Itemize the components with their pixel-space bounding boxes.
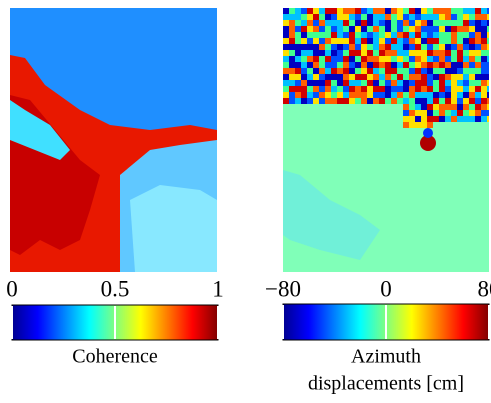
colorbar-label: Coherence [72,346,158,368]
colorbar-tick-label: 0 [380,276,392,301]
colorbar-tick-label: 0 [6,276,18,301]
colorbar-label: Azimuth [351,346,421,368]
colorbar-tick-label: 0.5 [101,276,130,301]
coherence-image [10,8,217,272]
colorbar-tick-label: 80 [478,276,491,301]
colorbar-tick-label: −80 [265,276,301,301]
figure: 0 0.5 1 Coherence −80 0 80 Azimuth displacements… [0,0,491,403]
colorbar-label: displacements [cm] [308,373,464,395]
displacement-image [283,8,491,272]
colorbar-tick-label: 1 [212,276,224,301]
